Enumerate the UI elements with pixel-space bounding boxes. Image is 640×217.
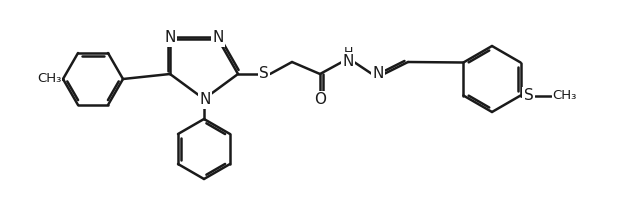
Text: N: N bbox=[199, 92, 211, 107]
Text: S: S bbox=[259, 66, 269, 82]
Text: S: S bbox=[524, 88, 534, 103]
Text: O: O bbox=[314, 92, 326, 107]
Text: CH₃: CH₃ bbox=[552, 89, 577, 102]
Text: N: N bbox=[164, 31, 176, 46]
Text: N: N bbox=[212, 31, 224, 46]
Text: N: N bbox=[342, 54, 354, 69]
Text: CH₃: CH₃ bbox=[37, 72, 61, 85]
Text: N: N bbox=[372, 66, 384, 82]
Text: H: H bbox=[343, 46, 353, 59]
